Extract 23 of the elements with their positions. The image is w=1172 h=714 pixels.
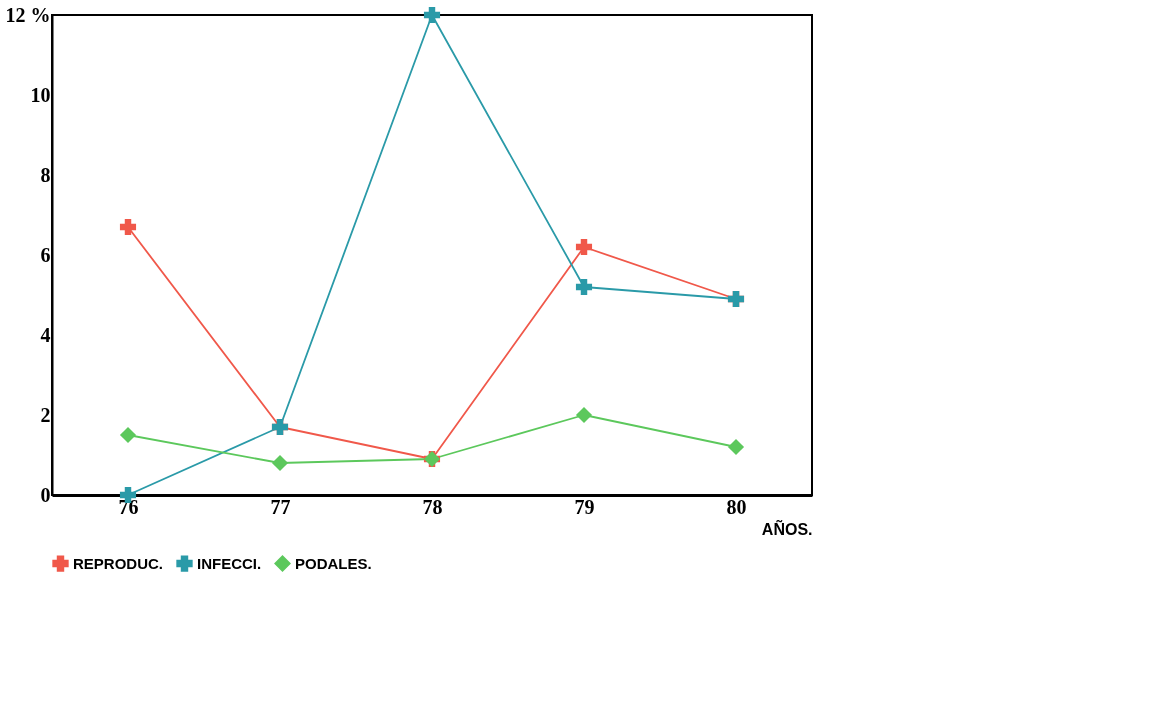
y-tick-label: 0	[40, 483, 51, 506]
x-tick-label: 79	[574, 495, 595, 518]
x-tick-label: 80	[726, 495, 747, 518]
point	[271, 454, 289, 472]
point	[119, 218, 137, 236]
legend-label: INFECCI.	[197, 554, 262, 572]
y-tick-label: 10	[30, 83, 51, 106]
point	[575, 406, 593, 424]
point	[575, 278, 593, 296]
x-axis-title: AÑOS.	[761, 518, 813, 538]
point	[575, 238, 593, 256]
y-tick-label: 12 %	[5, 3, 51, 26]
point	[727, 438, 745, 456]
point	[119, 426, 137, 444]
y-tick-label: 2	[40, 403, 51, 426]
legend-label: REPRODUC.	[73, 554, 164, 572]
y-tick-label: 8	[40, 163, 51, 186]
y-tick-label: 4	[40, 323, 51, 346]
x-tick-label: 77	[270, 495, 291, 518]
point	[423, 6, 441, 24]
x-tick-label: 78	[422, 495, 443, 518]
y-tick-label: 6	[40, 243, 51, 266]
legend-label: PODALES.	[295, 554, 372, 572]
